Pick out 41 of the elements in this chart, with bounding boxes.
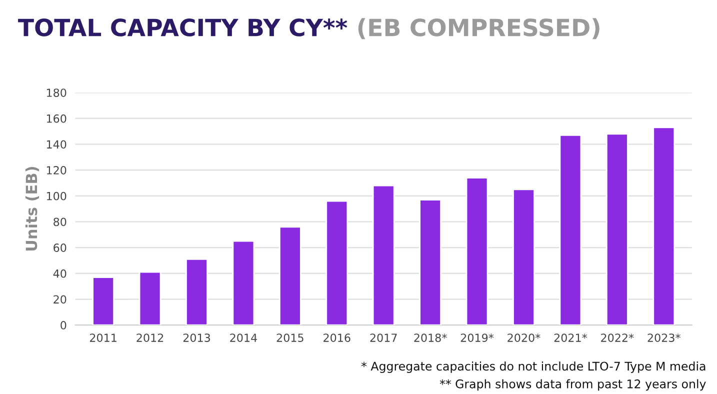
- bar: [419, 199, 442, 326]
- x-tick-label: 2016: [324, 334, 350, 342]
- x-tick-label: 2023*: [648, 334, 680, 342]
- bar: [559, 134, 582, 326]
- bar: [466, 177, 488, 326]
- y-tick-label: 40: [53, 269, 66, 278]
- bar: [606, 133, 628, 326]
- y-tick-label: 140: [46, 140, 66, 149]
- x-tick-label: 2022*: [601, 334, 634, 342]
- bar: [326, 200, 348, 326]
- x-tick-label: 2013: [183, 334, 210, 342]
- bar: [372, 184, 395, 326]
- bar: [512, 188, 535, 326]
- bar: [232, 240, 255, 326]
- y-tick-label: 160: [46, 114, 66, 123]
- y-tick-label: 60: [54, 244, 66, 252]
- y-tick-label: 20: [54, 295, 66, 304]
- y-axis-title: Units (EB): [25, 166, 40, 251]
- y-tick-label: 0: [60, 321, 66, 330]
- y-tick-label: 80: [54, 218, 66, 226]
- bar: [186, 258, 208, 326]
- y-tick-label: 120: [46, 166, 66, 174]
- text: ** Graph shows data from past 12 years only: [440, 379, 706, 391]
- y-tick-label: 180: [46, 88, 66, 97]
- bar: [278, 226, 302, 326]
- x-tick-label: 2019*: [460, 334, 494, 342]
- x-tick-label: 2015: [276, 334, 304, 342]
- bar: [92, 276, 115, 326]
- x-tick-label: 2011: [90, 334, 116, 342]
- bar: [138, 271, 162, 326]
- x-tick-label: 2017: [370, 334, 397, 342]
- text: * Aggregate capacities do not include LTO-7 Type M media: [361, 361, 706, 373]
- x-tick-label: 2014: [230, 334, 257, 342]
- bar: [652, 126, 676, 326]
- x-tick-label: 2018*: [414, 334, 447, 342]
- y-tick-label: 100: [46, 192, 66, 200]
- x-tick-label: 2012: [136, 334, 164, 342]
- x-tick-label: 2020*: [508, 334, 540, 342]
- chart-title: TOTAL CAPACITY BY CY**: [18, 18, 348, 36]
- chart-subtitle: (EB COMPRESSED): [358, 18, 600, 40]
- x-tick-label: 2021*: [554, 334, 588, 342]
